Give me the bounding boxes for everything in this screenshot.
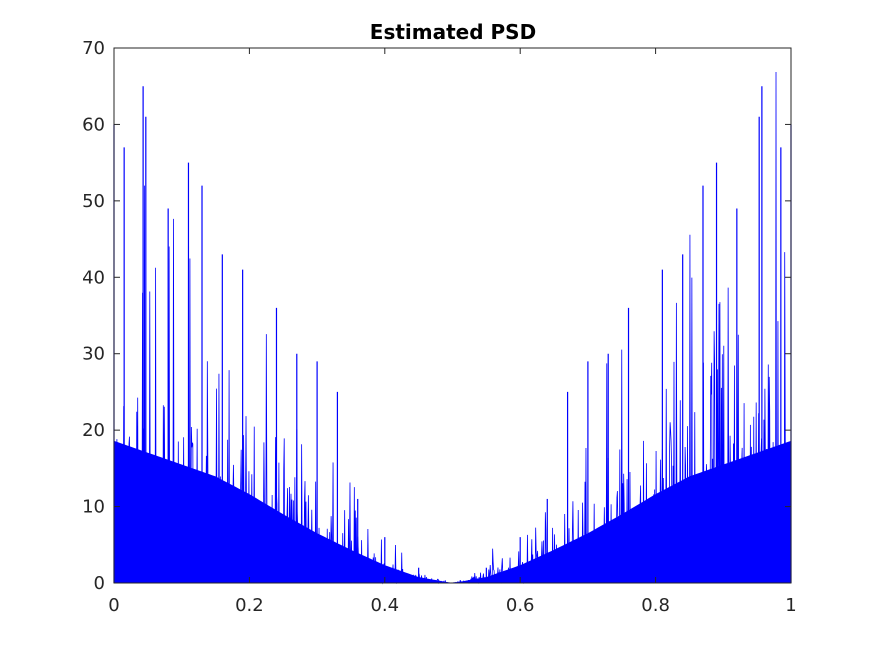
psd-density-fill	[114, 440, 791, 583]
axes-box	[113, 47, 792, 584]
y-tick-label-1: 10	[82, 497, 105, 518]
chart-title: Estimated PSD	[370, 20, 536, 44]
y-tick-label-4: 40	[82, 267, 105, 288]
x-tick-label-3: 0.6	[506, 595, 535, 616]
x-tick-label-4: 0.8	[641, 595, 670, 616]
y-tick-label-6: 60	[82, 114, 105, 135]
y-tick-label-3: 30	[82, 344, 105, 365]
y-tick-label-0: 0	[94, 573, 105, 594]
y-tick-label-7: 70	[82, 38, 105, 59]
plot-area	[113, 48, 792, 585]
y-tick-label-5: 50	[82, 191, 105, 212]
x-tick-label-2: 0.4	[370, 595, 399, 616]
x-tick-label-1: 0.2	[235, 595, 264, 616]
x-tick-label-0: 0	[108, 595, 119, 616]
x-tick-label-5: 1	[785, 595, 796, 616]
y-tick-label-2: 20	[82, 420, 105, 441]
